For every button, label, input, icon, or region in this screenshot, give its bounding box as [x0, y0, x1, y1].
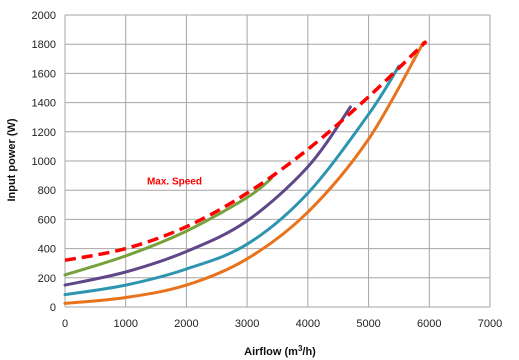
- series-lines: [63, 40, 428, 305]
- y-tick-label: 1000: [32, 156, 56, 168]
- y-tick-label: 400: [38, 244, 56, 256]
- y-tick-label: 1400: [32, 98, 56, 110]
- tick-labels: 0 1000 2000 3000 4000 5000 6000 7000 0 200 400 600 8…: [32, 10, 503, 330]
- y-tick-label: 600: [38, 214, 56, 226]
- y-tick-label: 200: [38, 273, 56, 285]
- y-tick-label: 1800: [32, 39, 56, 51]
- y-tick-label: 0: [50, 302, 56, 314]
- x-axis-title: Airflow (m3/h): [244, 344, 316, 358]
- x-tick-label: 1000: [113, 318, 137, 330]
- max-speed-annotation: Max. Speed: [147, 176, 202, 187]
- x-tick-label: 6000: [417, 318, 441, 330]
- series-line-4: [63, 177, 273, 277]
- x-tick-label: 4000: [296, 318, 320, 330]
- x-tick-label: 3000: [235, 318, 259, 330]
- series-line-1: [63, 41, 425, 305]
- x-tick-label: 7000: [478, 318, 502, 330]
- y-tick-label: 800: [38, 185, 56, 197]
- series-line-2: [63, 64, 401, 297]
- y-tick-label: 2000: [32, 10, 56, 22]
- y-tick-label: 1600: [32, 68, 56, 80]
- grid-lines: [64, 14, 491, 308]
- x-tick-label: 5000: [356, 318, 380, 330]
- max-speed-line: [64, 40, 428, 263]
- x-tick-label: 2000: [174, 318, 198, 330]
- y-axis-title: Input power (W): [6, 118, 18, 201]
- x-tick-label: 0: [62, 318, 68, 330]
- series-line-3: [63, 105, 352, 287]
- y-tick-label: 1200: [32, 127, 56, 139]
